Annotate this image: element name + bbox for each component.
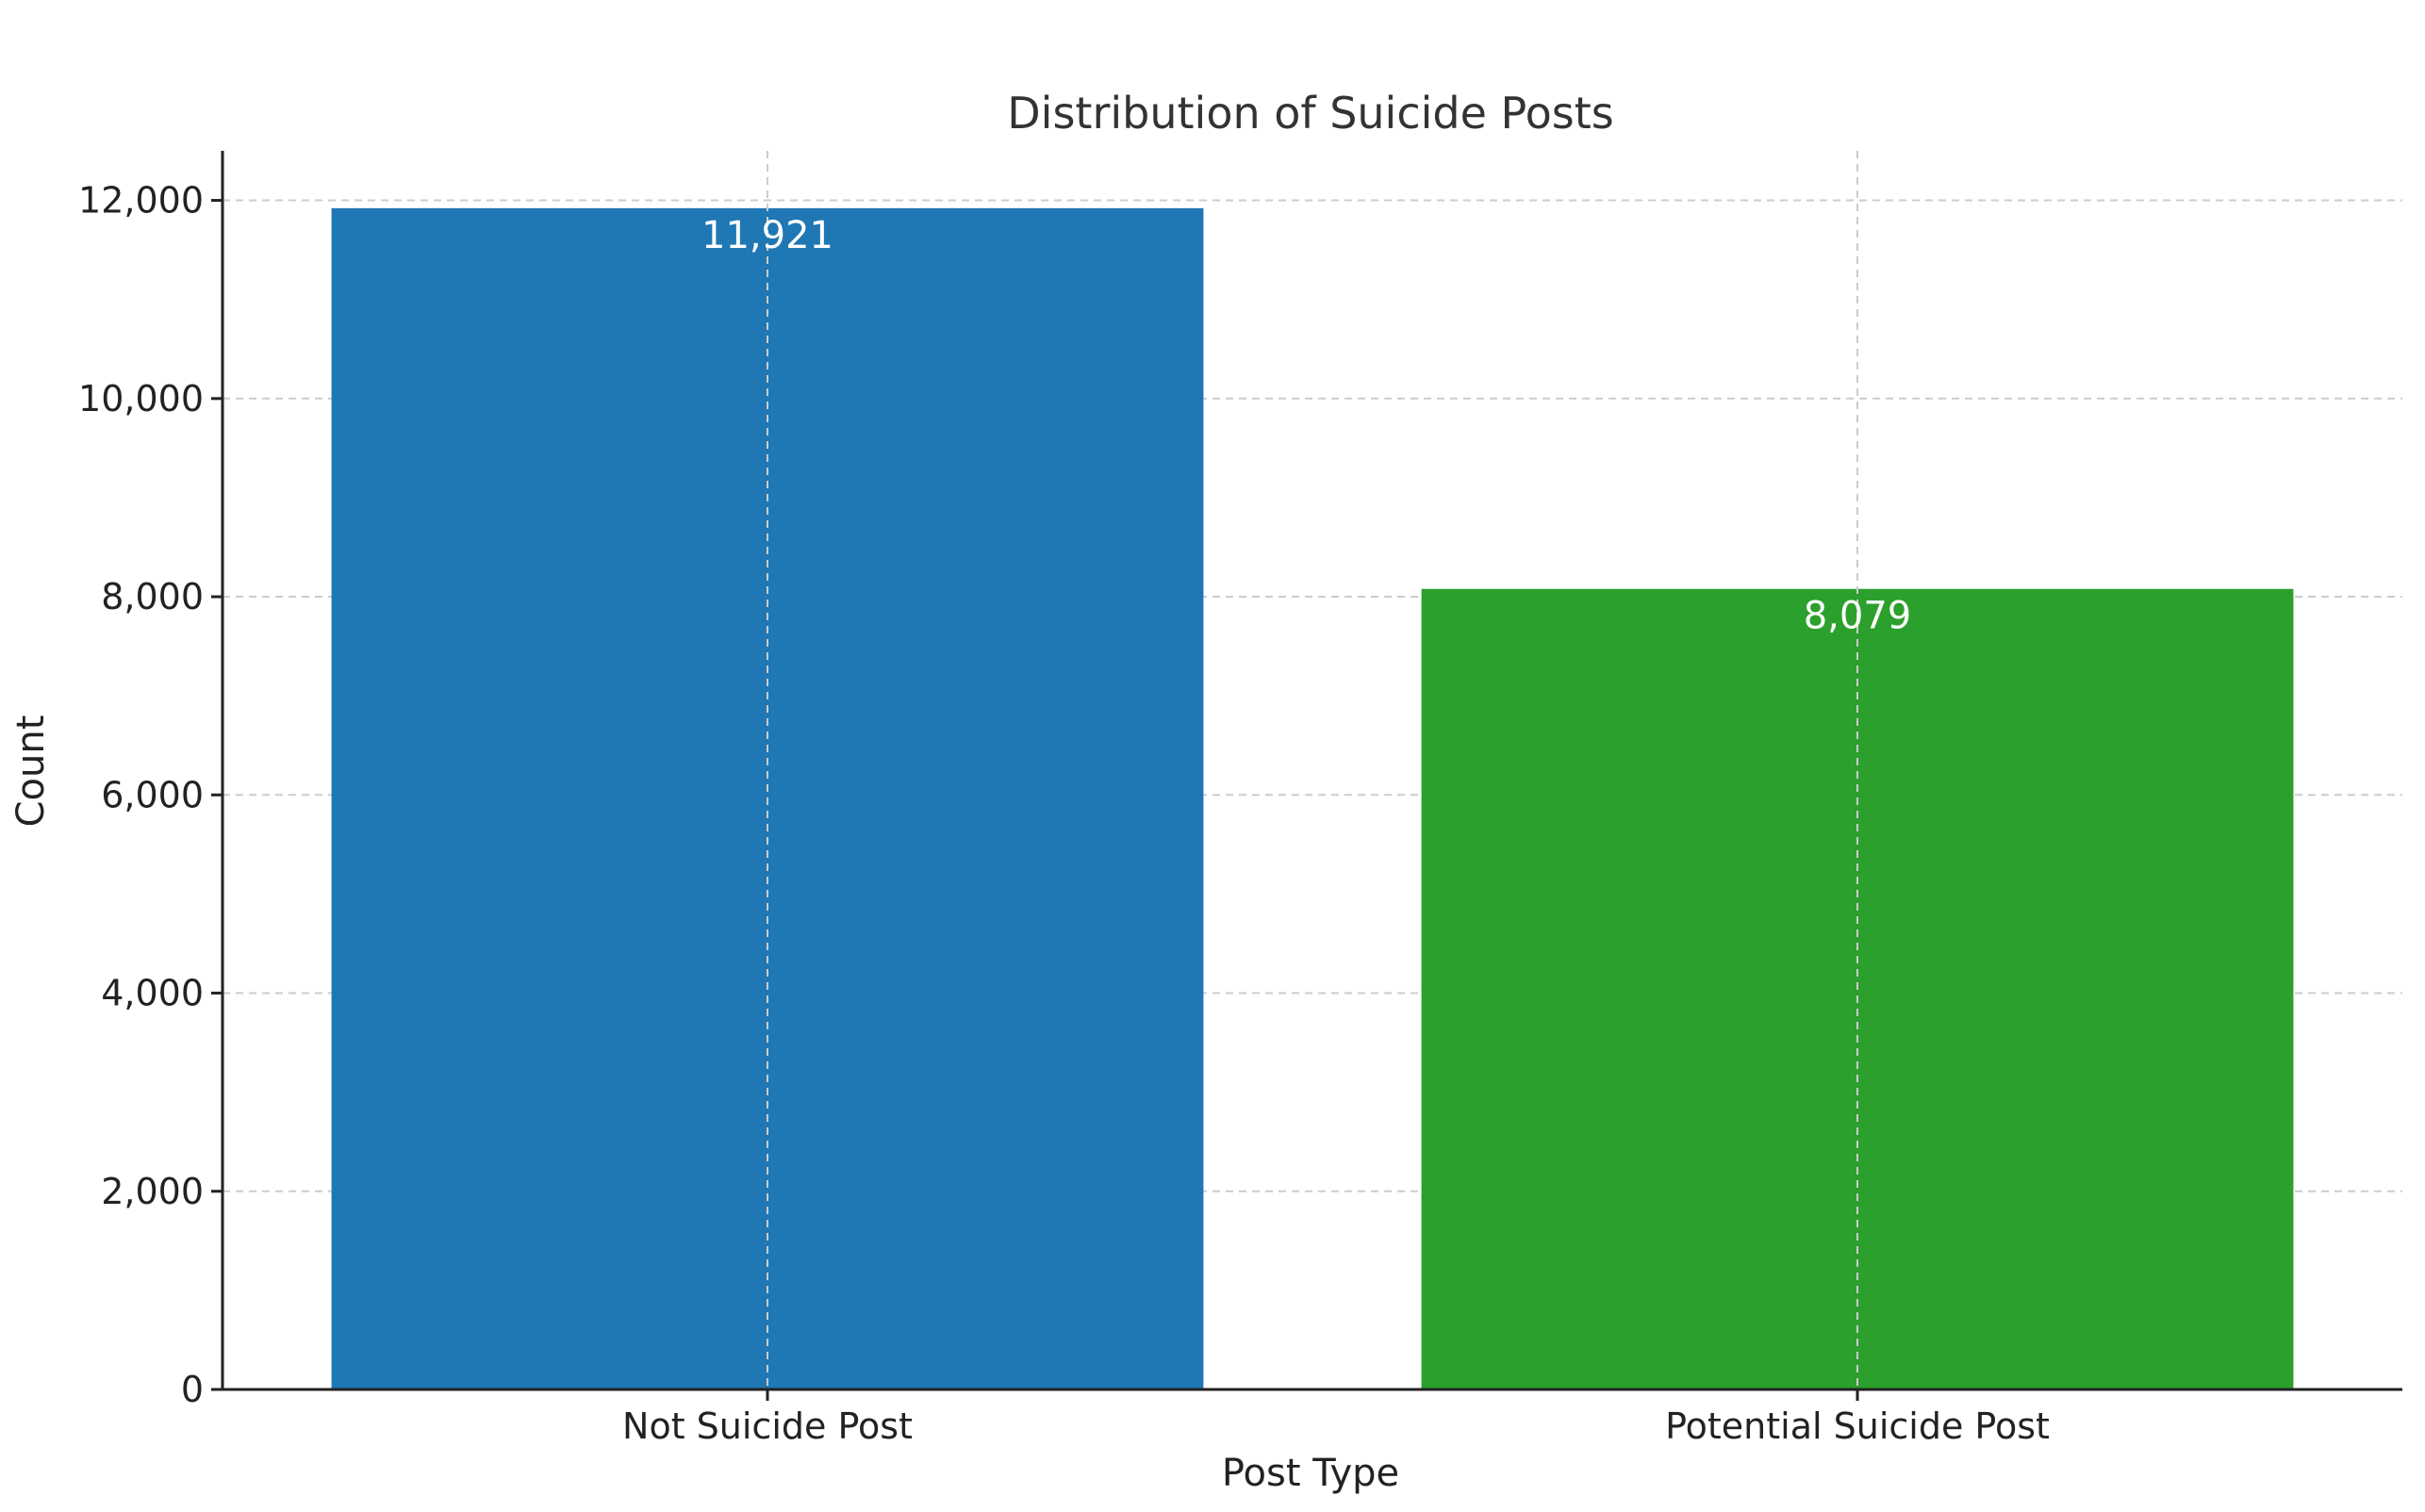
x-tick-label: Potential Suicide Post — [1665, 1405, 2050, 1447]
y-tick-label: 8,000 — [101, 576, 204, 617]
y-axis-label: Count — [9, 715, 53, 828]
bar-value-labels: 11,921 8,079 — [701, 214, 1911, 638]
vertical-grid — [767, 151, 1858, 1389]
x-axis-label: Post Type — [1222, 1452, 1399, 1495]
y-tick-label: 6,000 — [101, 774, 204, 815]
x-axis-ticks: Not Suicide Post Potential Suicide Post — [622, 1389, 2050, 1447]
y-tick-label: 12,000 — [78, 180, 204, 222]
y-tick-label: 10,000 — [78, 378, 204, 419]
y-tick-label: 0 — [181, 1369, 204, 1410]
chart-title: Distribution of Suicide Posts — [1007, 88, 1613, 139]
bar-value-label: 8,079 — [1804, 595, 1912, 638]
bar-value-label: 11,921 — [701, 214, 833, 257]
y-tick-label: 4,000 — [101, 973, 204, 1014]
y-tick-label: 2,000 — [101, 1171, 204, 1212]
axes — [221, 151, 2402, 1391]
y-axis-ticks: 0 2,000 4,000 6,000 8,000 10,000 12,000 — [78, 180, 223, 1410]
x-tick-label: Not Suicide Post — [622, 1405, 913, 1447]
bars — [331, 207, 2294, 1389]
